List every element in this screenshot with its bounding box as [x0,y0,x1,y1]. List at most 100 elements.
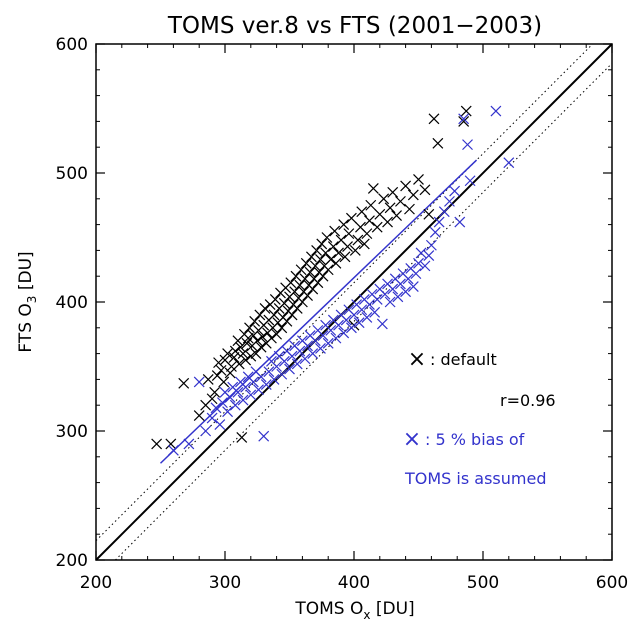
series-1-point-13 [232,386,244,398]
series-0-point-102 [352,234,364,246]
series-0-point-33 [251,335,263,347]
series-1-point-85 [419,260,431,272]
series-1-point-88 [429,226,441,238]
series-1-point-61 [356,304,368,316]
legend-default-marker: × [408,347,426,372]
series-1-point-16 [240,381,252,393]
series-1-point-27 [268,373,280,385]
series-0-point-16 [228,352,240,363]
series-1-point-70 [379,288,391,300]
series-1-point-2 [193,376,205,388]
series-1-point-4 [206,412,218,424]
series-0-point-9 [213,357,224,369]
series-1-point-58 [348,309,360,321]
x-tick-label-4: 600 [596,573,628,593]
series-0-point-83 [316,238,328,250]
series-1-point-1 [183,438,195,450]
series-0-point-120 [407,189,419,201]
series-1-point-31 [278,355,290,367]
series-0-point-60 [286,309,298,321]
series-0-point-6 [206,393,218,405]
series-1-point-84 [415,247,427,259]
series-1-point-5 [210,402,222,414]
series-1-point-52 [333,319,344,331]
series-1-point-93 [454,216,466,228]
x-axis-title-subscript: x [363,608,370,622]
series-0-point-44 [266,332,277,344]
series-1-point-34 [286,350,298,362]
series-0-point-88 [322,264,334,276]
y-tick-label-0: 200 [56,551,88,571]
series-0-point-116 [391,210,402,221]
series-1-point-51 [330,332,342,344]
series-1-point-10 [224,392,236,403]
data-points [151,105,515,456]
series-1-point-66 [369,306,381,318]
series-1-point-37 [294,345,306,357]
series-1-point-55 [340,314,352,326]
series-0-point-108 [365,199,377,211]
series-0-point-31 [249,315,261,327]
series-0-point-87 [321,232,333,243]
series-1-point-36 [291,358,303,370]
series-0-point-27 [244,322,255,334]
series-0-point-104 [356,206,368,218]
series-0-point-67 [295,264,307,276]
series-0-point-24 [240,354,252,366]
series-1-point-96 [464,175,476,187]
series-0-point-101 [349,244,361,256]
series-1-point-7 [216,397,228,409]
series-0-point-5 [202,373,214,385]
y-axis-title: FTS O3 [DU] [16,251,39,352]
series-1-point-25 [263,366,275,378]
series-1-point-42 [307,348,319,360]
series-0-point-119 [404,203,415,215]
series-1-point-81 [407,281,419,292]
x-axis-title-suffix: [DU] [370,599,414,619]
y-tick-label-3: 500 [56,164,88,184]
series-0-point-2 [178,377,190,389]
series-0-point-122 [419,184,431,196]
series-0-point-98 [343,228,355,240]
series-0-point-7 [209,386,221,398]
series-1-point-76 [395,278,406,290]
series-1-point-54 [338,327,350,339]
y-tick-label-2: 400 [56,293,88,313]
offset-line-1 [95,43,594,542]
series-1-point-95 [462,139,473,151]
series-0-point-47 [269,293,281,305]
x-axis-title: TOMS Ox [DU] [294,599,414,622]
series-1-point-64 [364,299,375,311]
series-0-point-84 [317,270,329,282]
series-0-point-86 [320,247,332,259]
series-1-point-6 [214,419,226,430]
series-1-point-28 [271,361,283,372]
series-0-point-117 [395,195,406,207]
legend-bias-label-2: TOMS is assumed [404,469,546,488]
series-0-point-106 [361,228,373,240]
series-0-point-48 [271,328,283,340]
series-0-point-80 [312,277,324,289]
x-tick-label-3: 500 [467,573,499,593]
legend-bias-marker: × [403,427,421,452]
series-1-point-18 [245,389,257,401]
series-1-point-78 [400,286,412,298]
series-0-point-110 [371,221,383,233]
series-0-point-63 [290,270,302,282]
series-0-point-56 [281,315,293,327]
series-0-point-82 [315,254,326,265]
series-0-point-62 [289,286,301,298]
chart-title: TOMS ver.8 vs FTS (2001−2003) [167,13,542,39]
y-tick-label-4: 600 [56,35,88,55]
series-1-point-22 [255,371,267,383]
series-0-point-126 [458,115,470,127]
series-1-point-12 [229,399,241,411]
series-1-point-48 [322,337,334,349]
series-0-point-97 [342,241,353,252]
series-1-point-73 [387,283,399,295]
series-0-point-1 [165,438,177,450]
series-0-point-91 [329,225,341,237]
series-0-point-70 [299,273,311,285]
legend-default-label: : default [430,350,497,369]
